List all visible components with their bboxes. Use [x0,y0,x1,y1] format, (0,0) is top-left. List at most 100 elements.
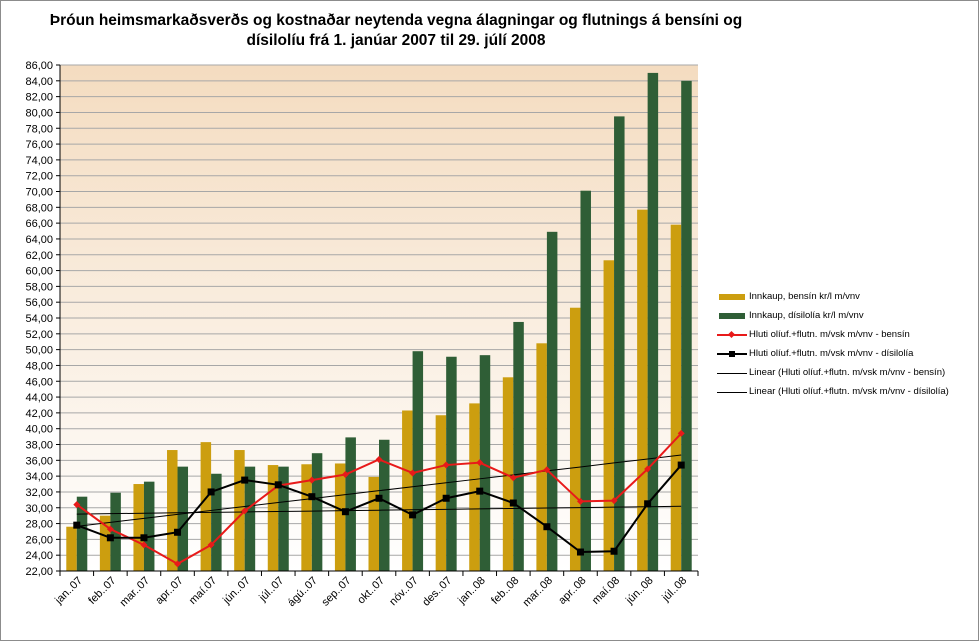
bar [546,231,558,571]
data-point-diamond [543,466,551,474]
data-point-diamond [174,560,182,568]
y-tick-label: 76,00 [25,139,53,151]
axes [59,65,698,572]
x-tick-label: des..07 [420,575,454,609]
legend: Innkaup, bensín kr/l m/vnv Innkaup, dísil… [717,287,977,401]
data-point-diamond [375,456,383,464]
y-tick-label: 50,00 [25,345,53,357]
legend-marker [729,350,735,357]
legend-item: Hluti olíuf.+flutn. m/vsk m/vnv - dísilo… [717,344,977,363]
legend-item: Innkaup, bensín kr/l m/vnv [717,287,977,306]
data-point-diamond [341,471,349,479]
bar [580,190,591,571]
bar [76,496,88,571]
x-tick-label: mar..07 [118,575,152,609]
x-tick-label: feb..08 [489,575,521,607]
data-point-diamond [241,507,249,515]
y-tick-label: 36,00 [25,455,53,467]
bar [267,465,279,571]
bar [234,450,245,571]
series-markers [73,429,685,568]
bar [637,209,648,571]
bar [66,526,77,571]
data-point-square [644,500,652,508]
bar [681,80,692,571]
data-point-square [509,499,517,507]
y-tick-label: 48,00 [25,360,53,372]
x-tick-label: jún..07 [220,575,253,608]
data-point-diamond [576,497,584,505]
data-point-square [274,481,282,489]
data-point-diamond [207,541,215,549]
bar [412,351,424,571]
data-point-diamond [644,465,652,473]
y-tick-label: 80,00 [25,107,53,119]
legend-item: Hluti olíuf.+flutn. m/vsk m/vnv - bensín [717,325,977,344]
y-tick-label: 40,00 [25,424,53,436]
bar [211,473,222,571]
y-tick-label: 72,00 [25,171,53,183]
bar [334,463,346,571]
bar [301,464,312,571]
x-tick-label: okt..07 [355,575,387,607]
data-point-square [576,548,584,556]
x-tick-label: mar..08 [521,575,555,609]
y-tick-label: 42,00 [25,408,53,420]
y-tick-label: 26,00 [25,534,53,546]
y-axis-ticks: 22,00 24,00 26,00 28,00 30,00 32,00 34,00 36,00… [25,60,60,578]
bar [614,116,625,571]
data-point-diamond [442,461,450,469]
data-point-diamond [476,459,484,467]
data-point-square [207,488,215,496]
legend-item: Innkaup, dísilolía kr/l m/vnv [717,306,977,325]
x-tick-label: apr..07 [153,575,185,607]
legend-marker [727,330,736,338]
y-tick-label: 66,00 [25,218,53,230]
legend-label: Hluti olíuf.+flutn. m/vsk m/vnv - bensín [749,329,910,340]
bar [435,415,447,571]
x-tick-label: jan..08 [455,575,488,608]
trend-line [76,505,682,515]
y-tick-label: 84,00 [25,76,53,88]
legend-swatch [717,292,747,302]
bar [99,515,111,571]
data-point-square [241,476,249,484]
data-point-diamond [610,497,618,505]
legend-swatch [717,311,747,321]
y-tick-label: 86,00 [25,60,53,72]
y-tick-label: 54,00 [25,313,53,325]
data-point-diamond [677,429,685,437]
data-point-square [677,461,685,469]
data-point-diamond [106,525,114,533]
legend-label: Linear (Hluti olíuf.+flutn. m/vsk m/vnv … [749,367,946,378]
x-tick-label: júl..08 [659,575,689,605]
data-point-square [308,493,316,501]
x-tick-label: nóv..07 [387,575,420,608]
y-tick-label: 56,00 [25,297,53,309]
legend-swatch [717,387,747,397]
y-tick-label: 60,00 [25,266,53,278]
y-tick-label: 64,00 [25,234,53,246]
bar [177,466,189,571]
data-point-square [409,511,417,519]
trend-lines [76,454,682,527]
data-point-square [341,508,349,516]
bar [479,355,491,571]
x-tick-label: jún..08 [623,575,656,608]
bar [469,403,480,571]
bar [569,307,581,571]
x-tick-label: feb..07 [86,575,118,607]
y-tick-label: 70,00 [25,187,53,199]
y-tick-label: 44,00 [25,392,53,404]
trend-line [76,454,682,527]
y-tick-label: 78,00 [25,123,53,135]
bars [66,72,692,572]
bar [345,437,356,571]
y-tick-label: 34,00 [25,471,53,483]
chart-title-line-2: dísilolíu frá 1. janúar 2007 til 29. júl… [246,32,546,49]
data-point-square [543,523,551,531]
legend-swatch [717,368,747,378]
data-point-square [476,487,484,495]
